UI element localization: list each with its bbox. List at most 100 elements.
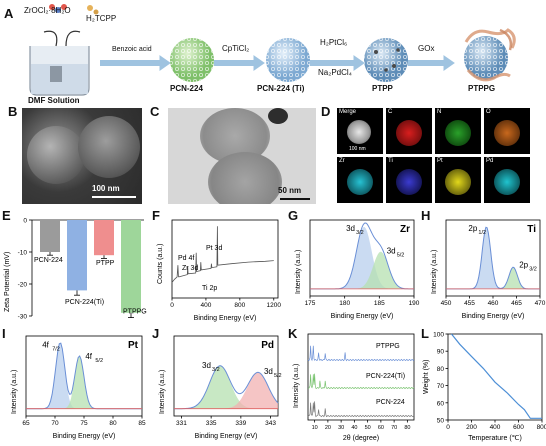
k-ylabel: Intensity (a.u.)	[293, 364, 300, 408]
e-ytick-label: -30	[18, 314, 28, 321]
tga-chart: 0 200 400 600 800 100 90 80 70 60 50 Temperature (…	[423, 332, 546, 443]
xps-xlabel: Binding Energy (eV)	[331, 313, 394, 320]
e-bar-label: PCN-224(Ti)	[65, 299, 104, 306]
f-ylabel: Counts (a.u.)	[157, 244, 164, 284]
k-xtick-label: 80	[404, 425, 410, 431]
f-annot-ti2p: Ti 2p	[202, 285, 217, 292]
product-label-ptppg: PTPPG	[468, 84, 496, 93]
product-label-pcn-224: PCN-224	[170, 84, 203, 93]
k-xtick-label: 10	[312, 425, 318, 431]
f-annot-pd4f: Pd 4f	[178, 255, 194, 262]
xps-peak-label: 2p	[519, 260, 528, 269]
xrd-pattern	[307, 401, 415, 418]
xps-peak-sublabel: 1/2	[478, 230, 486, 236]
e-bar-label: PCN-224	[34, 257, 63, 264]
e-ytick-label: 0	[23, 218, 27, 225]
xps-component-peak	[26, 356, 142, 409]
tem-scale-bar	[280, 198, 310, 200]
xps-ylabel: Intensity (a.u.)	[431, 250, 438, 294]
panel-label-l: L	[421, 326, 429, 341]
xps-xtick-label: 180	[339, 300, 350, 307]
xps-survey-chart: Binding Energy (eV) Counts (a.u.) 0 400 80…	[157, 219, 282, 322]
xps-ylabel: Intensity (a.u.)	[11, 370, 18, 414]
eds-map-n: N	[435, 108, 481, 154]
eds-map-o: O	[484, 108, 530, 154]
xrd-pattern	[307, 345, 415, 362]
xps-xlabel: Binding Energy (eV)	[462, 313, 525, 320]
xps-peak-label: 2p	[468, 224, 477, 233]
e-bar	[94, 220, 114, 256]
f-annot-pt3d: Pt 3d	[206, 245, 222, 252]
product-label-pcn-224-ti: PCN-224 (Ti)	[257, 84, 305, 93]
xps-component-peak	[310, 251, 414, 289]
l-ytick-label: 60	[437, 400, 445, 407]
panel-label-a: A	[4, 6, 14, 21]
l-xtick-label: 600	[513, 424, 524, 431]
xps-xtick-label: 331	[176, 420, 187, 427]
eds-scale-label: 100 nm	[349, 146, 366, 152]
l-ytick-label: 50	[437, 418, 445, 425]
panel-label-j: J	[152, 326, 160, 341]
l-xtick-label: 400	[490, 424, 501, 431]
xps-peak-label: 4f	[42, 340, 49, 349]
xps-peak-sublabel: 3/2	[529, 266, 537, 272]
eds-map-pt: Pt	[435, 157, 481, 203]
f-xtick-label: 400	[200, 302, 211, 309]
arrow-label-benzoic-acid: Benzoic acid	[112, 46, 152, 53]
arrow-label-h2ptcl6: H₂PtCl₆	[320, 38, 348, 47]
panel-label-d: D	[321, 104, 331, 119]
xps-component-peak	[446, 227, 540, 289]
eds-map-merge: Merge 100 nm	[337, 108, 383, 154]
panel-label-g: G	[288, 208, 299, 223]
xps-zr-chart: 175 180 185 190 Binding Energy (eV) Intensity…	[295, 219, 420, 320]
synthesis-scheme	[29, 4, 516, 96]
xps-peak-sublabel: 3/2	[356, 230, 364, 236]
beaker-icon	[29, 30, 90, 96]
e-ytick-label: -10	[18, 250, 28, 257]
xps-element-label: Pd	[261, 340, 274, 351]
xps-peak-sublabel: 5/2	[397, 252, 405, 258]
k-xtick-label: 20	[325, 425, 331, 431]
xps-ylabel: Intensity (a.u.)	[159, 370, 166, 414]
xps-xlabel: Binding Energy (eV)	[195, 433, 258, 440]
k-series-pcn224ti: PCN-224(Ti)	[366, 373, 405, 380]
xps-component-peak	[26, 343, 142, 409]
f-xlabel: Binding Energy (eV)	[194, 315, 257, 322]
xps-xtick-label: 450	[441, 300, 452, 307]
xps-peak-label: 3d	[202, 361, 211, 370]
reagent-h2tcpp: H₂TCPP	[86, 14, 117, 23]
l-ytick-label: 90	[437, 349, 445, 356]
zeta-potential-chart: Zeta Potential (mV) 0 -10 -20 -30 PCN-224 PCN…	[4, 218, 147, 321]
zeta-ylabel: Zeta Potential (mV)	[4, 252, 11, 312]
molecule-icon	[49, 4, 99, 15]
e-bar	[67, 220, 87, 291]
xps-peak-sublabel: 5/2	[95, 358, 103, 364]
l-xtick-label: 200	[466, 424, 477, 431]
panel-label-i: I	[2, 326, 6, 341]
xps-xtick-label: 175	[305, 300, 316, 307]
f-xtick-label: 1200	[267, 302, 282, 309]
xps-xtick-label: 455	[464, 300, 475, 307]
eds-map-c: C	[386, 108, 432, 154]
k-xlabel: 2θ (degree)	[343, 435, 379, 442]
xps-xtick-label: 335	[206, 420, 217, 427]
e-bar	[121, 220, 141, 313]
xps-xtick-label: 343	[265, 420, 276, 427]
k-series-ptppg: PTPPG	[376, 343, 400, 350]
e-ytick-label: -20	[18, 282, 28, 289]
xps-xtick-label: 75	[80, 420, 88, 427]
xps-component-peak	[310, 227, 414, 289]
xps-xtick-label: 80	[109, 420, 117, 427]
l-xlabel: Temperature (℃)	[468, 435, 522, 442]
xps-xtick-label: 190	[409, 300, 420, 307]
xps-peak-label: 3d	[387, 246, 396, 255]
panel-label-f: F	[152, 208, 160, 223]
reagent-zrocl2: ZrOCl₂·8H₂O	[24, 6, 71, 15]
dmf-solution-label: DMF Solution	[28, 96, 80, 105]
panel-label-e: E	[2, 208, 11, 223]
l-ytick-label: 100	[433, 332, 444, 339]
sem-scale-bar	[92, 196, 136, 198]
arrow-label-gox: GOx	[418, 44, 435, 53]
xps-xtick-label: 70	[51, 420, 59, 427]
xps-peak-label: 4f	[85, 352, 92, 361]
